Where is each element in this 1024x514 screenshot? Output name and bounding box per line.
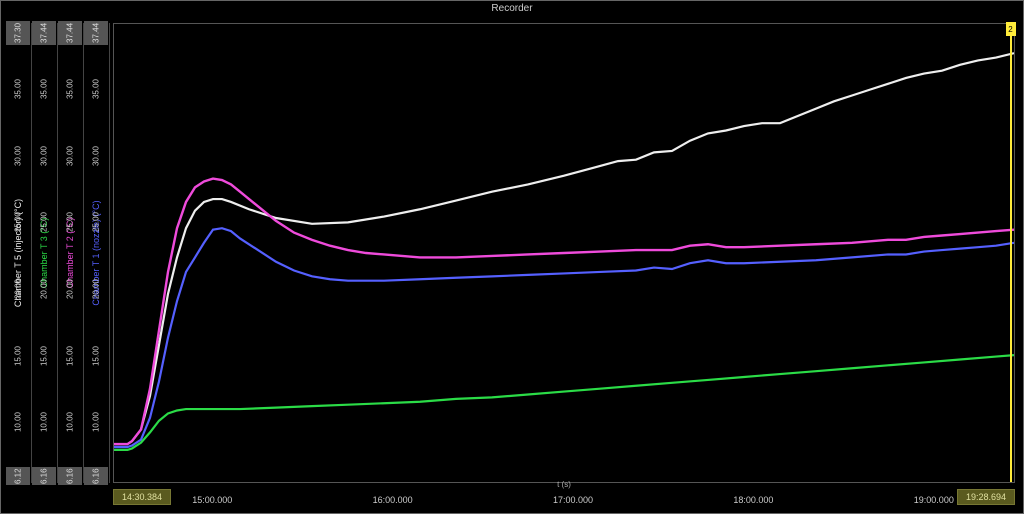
x-axis-tick-label: 15:00.000	[192, 495, 232, 505]
y-axis-tick-label: 35.00	[40, 79, 49, 99]
y-axis-max-badge: 37.44	[58, 21, 82, 45]
y-axis-max-badge: 37.30	[6, 21, 30, 45]
y-axis-tick-label: 10.00	[66, 412, 75, 432]
y-axis-column[interactable]: 37.306.12Chamber T 5 (injector) (°C)10.0…	[5, 23, 32, 483]
y-axis-tick-label: 30.00	[92, 146, 101, 166]
y-axis-tick-label: 20.00	[66, 279, 75, 299]
series-green[interactable]	[114, 355, 1014, 450]
y-axis-tick-label: 30.00	[40, 146, 49, 166]
series-white[interactable]	[114, 53, 1014, 444]
y-axis-tick-label: 30.00	[14, 146, 23, 166]
y-axis-tick-label: 20.00	[40, 279, 49, 299]
y-axis-tick-label: 35.00	[66, 79, 75, 99]
y-axis-tick-label: 35.00	[14, 79, 23, 99]
y-axis-tick-label: 15.00	[66, 346, 75, 366]
y-axis-tick-label: 10.00	[14, 412, 23, 432]
y-axis-tick-label: 15.00	[14, 346, 23, 366]
x-end-badge: 19:28.694	[957, 489, 1015, 505]
recorder-window: Recorder 37.306.12Chamber T 5 (injector)…	[0, 0, 1024, 514]
y-axis-min-badge: 6.16	[84, 467, 108, 485]
time-cursor[interactable]: 2	[1010, 24, 1012, 482]
y-axis-column[interactable]: 37.446.16Chamber T 2 (°C)10.0015.0020.00…	[57, 23, 84, 483]
y-axis-tick-label: 15.00	[40, 346, 49, 366]
y-axis-tick-label: 35.00	[92, 79, 101, 99]
series-blue[interactable]	[114, 228, 1014, 447]
x-axis-tick-label: 16:00.000	[373, 495, 413, 505]
y-axis-tick-label: 25.00	[92, 212, 101, 232]
y-axis-tick-label: 30.00	[66, 146, 75, 166]
y-axis-tick-label: 20.00	[92, 279, 101, 299]
chart-title: Recorder	[491, 3, 532, 14]
y-axis-max-badge: 37.44	[84, 21, 108, 45]
x-axis-tick-label: 19:00.000	[914, 495, 954, 505]
y-axis-min-badge: 6.16	[58, 467, 82, 485]
x-axis-tick-label: 17:00.000	[553, 495, 593, 505]
cursor-handle-icon[interactable]: 2	[1006, 22, 1016, 36]
y-axis-max-badge: 37.44	[32, 21, 56, 45]
y-axis-column[interactable]: 37.446.16Chamber T 1 (nozzle) (°C)10.001…	[83, 23, 110, 483]
y-axis-min-badge: 6.16	[32, 467, 56, 485]
plot-area[interactable]: 2	[113, 23, 1015, 483]
y-axis-tick-label: 15.00	[92, 346, 101, 366]
x-start-badge: 14:30.384	[113, 489, 171, 505]
y-axis-tick-label: 10.00	[40, 412, 49, 432]
y-axis-tick-label: 25.00	[14, 212, 23, 232]
y-axis-min-badge: 6.12	[6, 467, 30, 485]
y-axis-tick-label: 25.00	[40, 212, 49, 232]
y-axis-tick-label: 25.00	[66, 212, 75, 232]
series-magenta[interactable]	[114, 179, 1014, 444]
x-axis-tick-label: 18:00.000	[733, 495, 773, 505]
y-axis-tick-label: 10.00	[92, 412, 101, 432]
y-axis-column[interactable]: 37.446.16Chamber T 3 (°C)10.0015.0020.00…	[31, 23, 58, 483]
x-axis-title: t (s)	[557, 480, 571, 489]
y-axis-tick-label: 20.00	[14, 279, 23, 299]
x-axis: t (s) 14:30.384 19:28.694 15:00.00016:00…	[113, 485, 1015, 507]
